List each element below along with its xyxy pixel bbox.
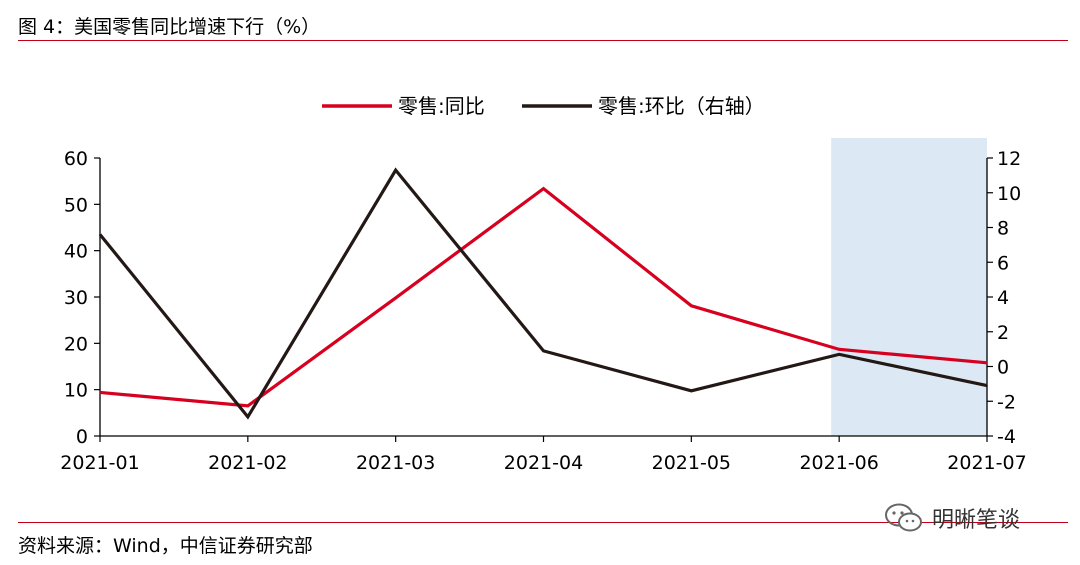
x-tick-label: 2021-06: [799, 452, 878, 474]
series-1-point: [99, 391, 101, 394]
watermark-text: 明晰笔谈: [932, 508, 1021, 533]
series-1-point: [690, 305, 693, 307]
series-2-point: [690, 390, 693, 392]
y-right-tick-label: 8: [997, 218, 1009, 240]
legend-label-2: 零售:环比（右轴）: [598, 94, 765, 118]
y-right-tick-label: 2: [997, 322, 1009, 344]
y-left-tick-label: 30: [64, 287, 88, 309]
y-right-tick-label: 10: [997, 183, 1021, 205]
y-right-tick-label: 0: [997, 357, 1009, 379]
y-left-tick-label: 20: [64, 333, 88, 355]
y-left-tick-label: 40: [64, 241, 88, 263]
legend-label-1: 零售:同比: [398, 94, 485, 118]
series-1-point: [394, 297, 397, 299]
y-left-tick-label: 60: [64, 148, 88, 170]
x-tick-label: 2021-03: [356, 452, 435, 474]
y-right-tick-label: -2: [997, 391, 1016, 413]
y-left-tick-label: 0: [76, 426, 88, 448]
x-tick-label: 2021-01: [60, 452, 139, 474]
series-1-point: [542, 187, 545, 190]
series-2-point: [542, 350, 545, 352]
x-tick-label: 2021-05: [652, 452, 731, 474]
series-2-point: [247, 416, 249, 418]
series-2-point: [838, 353, 840, 356]
y-right-tick-label: 4: [997, 287, 1009, 309]
line-chart: 0 10 20 30 40 50 60 -4 -2 0 2 4 6 8 10 12 2021-01 2021-02…: [60, 94, 1026, 474]
y-right-tick-label: -4: [997, 426, 1016, 448]
y-right-tick-label: 6: [997, 252, 1009, 274]
series-2-point: [986, 384, 988, 387]
series-1-point: [838, 348, 840, 351]
highlight-band: [831, 138, 987, 436]
y-left-tick-label: 50: [64, 194, 88, 216]
x-tick-label: 2021-02: [208, 452, 287, 474]
figure-title: 图 4：美国零售同比增速下行（%）: [18, 16, 321, 38]
x-tick-label: 2021-04: [504, 452, 583, 474]
series-1-point: [247, 405, 249, 407]
y-left-tick-label: 10: [64, 380, 88, 402]
series-2-point: [99, 233, 101, 236]
source-note: 资料来源：Wind，中信证券研究部: [18, 535, 313, 557]
top-rule: [18, 40, 1068, 41]
watermark: 明晰笔谈: [884, 502, 1020, 534]
x-tick-label: 2021-07: [947, 452, 1026, 474]
series-2-point: [394, 169, 397, 171]
y-right-tick-label: 12: [997, 148, 1021, 170]
bottom-rule: [18, 522, 1068, 523]
wechat-icon: [885, 503, 922, 532]
series-1-point: [986, 361, 988, 364]
